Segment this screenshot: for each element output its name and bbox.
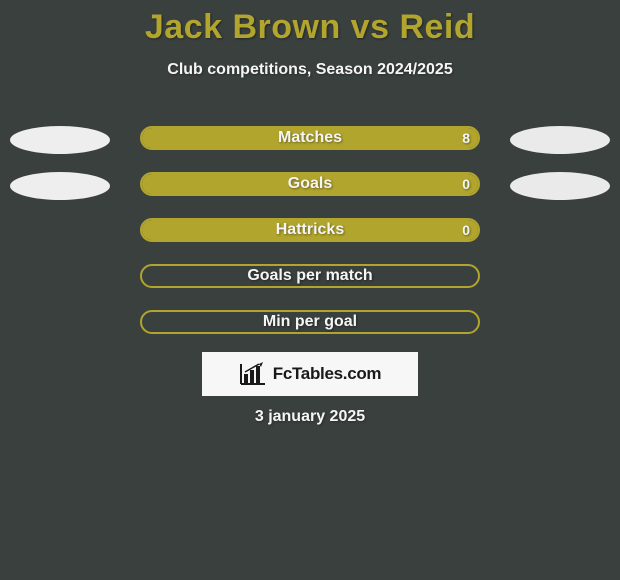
stat-row: Hattricks0	[0, 210, 620, 256]
player-right-marker	[510, 172, 610, 200]
stat-bar-track	[140, 218, 480, 242]
generated-date: 3 january 2025	[0, 408, 620, 426]
stat-row: Min per goal	[0, 302, 620, 348]
player-left-marker	[10, 126, 110, 154]
stat-row: Matches8	[0, 118, 620, 164]
stat-bar-track	[140, 172, 480, 196]
stat-bar-fill-right	[142, 128, 478, 148]
bar-chart-icon	[239, 362, 267, 386]
logo-text: FcTables.com	[273, 364, 382, 384]
stat-bar-track	[140, 126, 480, 150]
stat-bar-track	[140, 264, 480, 288]
stat-value-right: 0	[462, 172, 470, 196]
logo-badge: FcTables.com	[202, 352, 418, 396]
stat-rows: Matches8Goals0Hattricks0Goals per matchM…	[0, 118, 620, 348]
player-right-marker	[510, 126, 610, 154]
stat-bar-fill-right	[142, 220, 478, 240]
stat-value-right: 8	[462, 126, 470, 150]
page-title: Jack Brown vs Reid	[0, 0, 620, 47]
stat-value-right: 0	[462, 218, 470, 242]
comparison-infographic: Jack Brown vs Reid Club competitions, Se…	[0, 0, 620, 580]
stat-bar-fill-right	[142, 174, 478, 194]
stat-bar-track	[140, 310, 480, 334]
page-subtitle: Club competitions, Season 2024/2025	[0, 61, 620, 79]
stat-row: Goals0	[0, 164, 620, 210]
player-left-marker	[10, 172, 110, 200]
stat-row: Goals per match	[0, 256, 620, 302]
